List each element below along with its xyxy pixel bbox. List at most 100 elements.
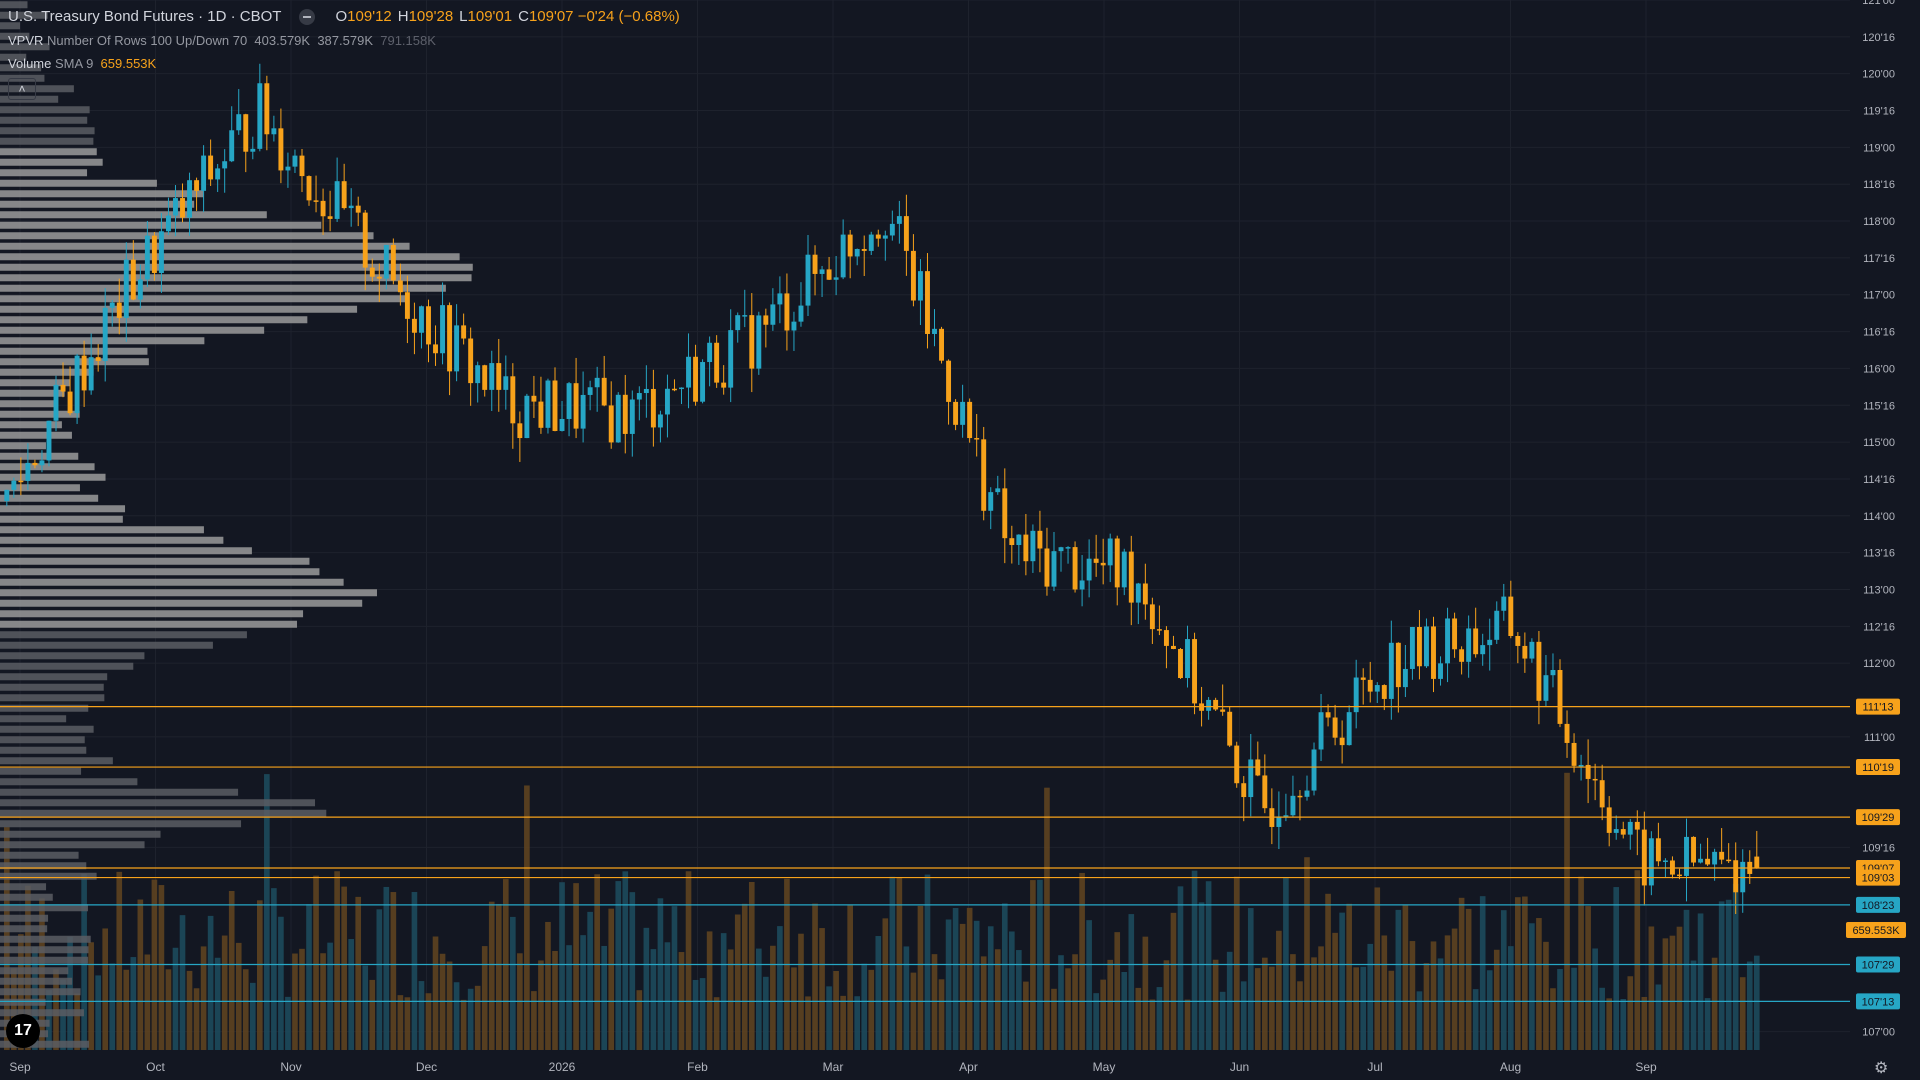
vpvr-legend[interactable]: VPVR Number Of Rows 100 Up/Down 70 403.5… (8, 33, 436, 48)
candle-body (1487, 639, 1493, 646)
volume-bar (1353, 967, 1359, 1050)
time-axis-label: Mar (823, 1060, 844, 1074)
volume-profile-row (0, 64, 42, 72)
volume-bar (938, 979, 945, 1050)
volume-bar (1318, 946, 1324, 1050)
candle-body (1409, 627, 1415, 669)
volume-bar (840, 995, 846, 1050)
volume-profile-row (0, 1, 28, 9)
volume-bar (531, 991, 537, 1050)
candle-body (1754, 856, 1760, 868)
candle-body (1353, 677, 1359, 713)
volume-profile-row (0, 778, 138, 786)
candle-body (468, 338, 474, 384)
candle-body (686, 356, 691, 388)
volume-bar (257, 900, 263, 1050)
volume-profile-row (0, 463, 95, 471)
candle-body (46, 420, 52, 461)
volume-profile-row (0, 967, 69, 975)
candle-body (974, 438, 980, 440)
candle-body (510, 376, 516, 424)
candle-body (643, 388, 649, 394)
volume-bar (418, 981, 425, 1050)
price-axis-label: 114'16 (1863, 474, 1895, 486)
volume-profile-row (0, 43, 50, 51)
volume-profile-row (0, 862, 87, 870)
candle-body (201, 155, 207, 191)
candle-body (524, 395, 530, 439)
volume-profile-row (0, 85, 74, 93)
volume-profile-row (0, 694, 105, 702)
candle-body (1360, 677, 1366, 680)
volume-bar (1395, 909, 1402, 1050)
candle-body (278, 128, 284, 171)
volume-bar (1416, 991, 1423, 1050)
volume-profile-row (0, 263, 473, 271)
volume-bar (770, 945, 776, 1050)
volume-profile-row (0, 253, 460, 261)
price-axis-label: 116'16 (1863, 327, 1895, 339)
volume-bar (980, 956, 987, 1050)
volume-bar (460, 999, 467, 1050)
candle-body (299, 155, 305, 177)
volume-profile-row (0, 190, 204, 198)
chevron-up-icon[interactable]: ˄ (8, 78, 36, 100)
candle-body (601, 377, 607, 406)
minus-icon[interactable] (299, 9, 316, 26)
candle-body (903, 216, 909, 251)
price-level-label: 110'19 (1862, 762, 1894, 774)
volume-profile-row (0, 116, 88, 124)
volume-bar (805, 996, 811, 1050)
volume-profile-row (0, 988, 81, 996)
volume-profile-row (0, 32, 30, 40)
volume-bar (313, 875, 319, 1050)
candle-body (1332, 717, 1338, 738)
volume-bar (1662, 938, 1669, 1050)
candle-body (447, 305, 453, 372)
candle-body (1311, 749, 1317, 791)
price-level-tag (1856, 993, 1900, 1010)
volume-legend[interactable]: Volume SMA 9 659.553K (8, 56, 156, 71)
candle-body (995, 488, 1001, 493)
volume-bar (137, 899, 144, 1050)
volume-bar (798, 933, 804, 1050)
gear-icon[interactable]: ⚙ (1874, 1060, 1889, 1077)
candle-body (32, 462, 38, 466)
candle-body (306, 176, 312, 201)
volume-bar (1669, 935, 1676, 1050)
candle-body (1283, 815, 1289, 817)
volume-profile-row (0, 337, 205, 345)
candle-body (622, 394, 628, 434)
volume-profile-row (0, 505, 126, 513)
volume-profile-row (0, 557, 310, 565)
candle-body (369, 267, 375, 277)
candle-body (573, 383, 579, 429)
volume-bar (727, 949, 734, 1050)
volume-profile-row (0, 284, 446, 292)
volume-bar (1592, 948, 1598, 1050)
candle-body (1648, 838, 1654, 886)
candle-body (1072, 547, 1078, 590)
candle-body (1501, 596, 1507, 611)
candle-body (116, 302, 122, 318)
candle-body (67, 391, 73, 414)
volume-bar (559, 882, 565, 1050)
price-level-tag (1856, 956, 1900, 973)
symbol-title[interactable]: U.S. Treasury Bond Futures · 1D · CBOT (8, 8, 282, 25)
candle-body (798, 305, 804, 322)
candle-body (496, 363, 502, 390)
candle-body (538, 401, 544, 428)
candle-body (946, 360, 952, 402)
candle-body (1606, 807, 1612, 833)
candle-body (1424, 626, 1429, 667)
volume-bar (657, 898, 664, 1050)
candle-body (215, 168, 221, 180)
volume-profile-row (0, 169, 88, 177)
candle-body (1459, 649, 1465, 662)
price-axis-label: 113'00 (1863, 584, 1895, 596)
tradingview-logo[interactable]: 17 (6, 1014, 40, 1048)
volume-bar (1704, 998, 1711, 1050)
volume-profile-row (0, 127, 95, 135)
candle-body (749, 315, 755, 369)
